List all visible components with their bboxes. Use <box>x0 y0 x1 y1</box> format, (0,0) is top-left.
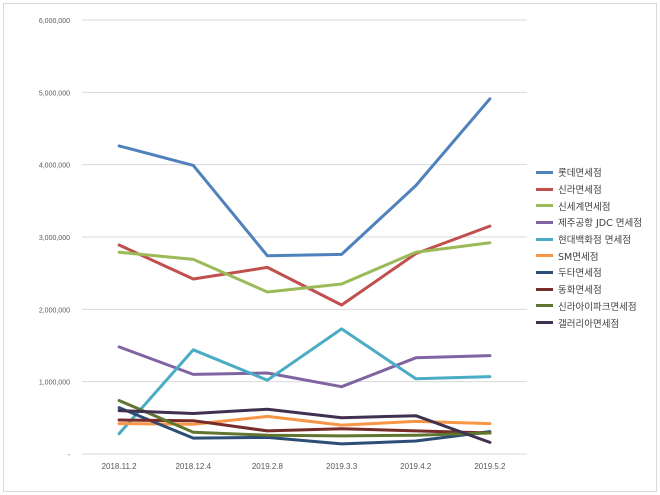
x-tick-label: 2018.12.4 <box>175 462 211 471</box>
gridlines <box>82 19 527 455</box>
y-tick-label: 1,000,000 <box>39 380 70 387</box>
y-axis-tick-labels: - 1,000,000 2,000,000 3,000,000 4,000,000 5,0… <box>39 18 71 459</box>
legend-item: SM면세점 <box>536 247 642 264</box>
legend-swatch <box>536 270 553 274</box>
legend-label: 동화면세점 <box>558 285 602 297</box>
legend-label: 신세계면세점 <box>558 201 611 213</box>
y-tick-label: 5,000,000 <box>39 90 70 97</box>
y-tick-label: 3,000,000 <box>39 235 70 242</box>
legend-label: 갤러리아면세점 <box>558 318 620 330</box>
legend-swatch <box>536 220 553 224</box>
legend-swatch <box>536 187 553 191</box>
x-tick-label: 2019.4.2 <box>400 462 432 471</box>
legend-item: 동화면세점 <box>536 281 642 298</box>
legend-swatch <box>536 204 553 208</box>
y-tick-label: 2,000,000 <box>39 307 70 314</box>
legend-item: 현대백화점 면세점 <box>536 231 642 248</box>
y-tick-label: 4,000,000 <box>39 163 70 170</box>
chart-area <box>3 3 657 492</box>
x-tick-label: 2018.11.2 <box>102 462 138 471</box>
series-line-4 <box>117 327 492 436</box>
x-tick-label: 2019.3.3 <box>326 462 358 471</box>
series-lines <box>117 97 492 446</box>
series-line-2 <box>117 241 492 294</box>
x-axis-tick-labels: 2018.11.2 2018.12.4 2019.2.8 2019.3.3 2019.4… <box>102 462 506 471</box>
series-line-9 <box>117 407 492 444</box>
legend-label: 제주공항 JDC 면세점 <box>558 218 642 230</box>
legend-label: 신라면세점 <box>558 185 602 197</box>
legend-label: SM면세점 <box>558 251 599 263</box>
series-line-5 <box>117 414 492 427</box>
legend-label: 롯데면세점 <box>558 168 602 180</box>
legend-swatch <box>536 321 553 325</box>
x-tick-label: 2019.5.2 <box>474 462 506 471</box>
y-tick-label: - <box>68 452 71 459</box>
legend-swatch <box>536 170 553 174</box>
legend-item: 두타면세점 <box>536 264 642 281</box>
legend-swatch <box>536 254 553 258</box>
legend-item: 롯데면세점 <box>536 164 642 181</box>
legend-swatch <box>536 287 553 291</box>
legend-item: 갤러리아면세점 <box>536 314 642 331</box>
legend-item: 신라아이파크면세점 <box>536 298 642 315</box>
legend-label: 신라아이파크면세점 <box>558 301 637 313</box>
legend-swatch <box>536 237 553 241</box>
series-line-8 <box>117 399 492 438</box>
legend-item: 신라면세점 <box>536 181 642 198</box>
legend-swatch <box>536 304 553 308</box>
series-line-7 <box>117 418 492 435</box>
series-line-6 <box>117 406 492 446</box>
series-line-3 <box>117 345 492 389</box>
x-tick-label: 2019.2.8 <box>252 462 284 471</box>
y-tick-label: 6,000,000 <box>39 18 70 25</box>
legend-item: 신세계면세점 <box>536 197 642 214</box>
legend-label: 현대백화점 면세점 <box>558 235 631 247</box>
legend-label: 두타면세점 <box>558 268 602 280</box>
series-line-0 <box>117 97 492 258</box>
legend-item: 제주공항 JDC 면세점 <box>536 214 642 231</box>
series-line-1 <box>117 224 492 307</box>
